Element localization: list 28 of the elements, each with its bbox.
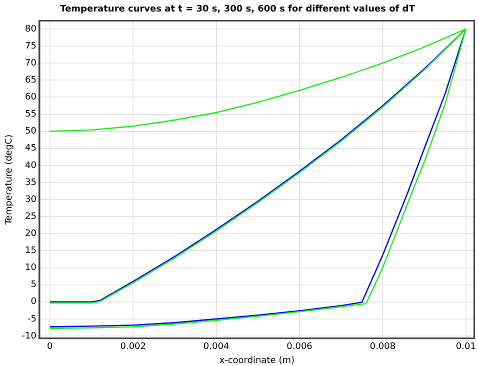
y-tick-label: 50 xyxy=(25,126,37,137)
x-tick-label: 0 xyxy=(47,342,54,352)
y-tick-label: 65 xyxy=(25,76,36,86)
x-tick-label: 0.006 xyxy=(286,342,313,352)
y-tick-label: 45 xyxy=(25,144,36,154)
y-tick-label: 15 xyxy=(25,246,36,256)
y-tick-label: 25 xyxy=(25,212,36,222)
y-tick-label: 40 xyxy=(25,160,37,171)
chart-title: Temperature curves at t = 30 s, 300 s, 600 s for different values of dT xyxy=(60,4,416,15)
y-axis-title: Temperature (degC) xyxy=(4,134,15,226)
y-tick-label: -5 xyxy=(28,314,36,324)
y-tick-label: 5 xyxy=(30,280,36,290)
x-tick-label: 0.008 xyxy=(370,342,396,352)
y-tick-label: -10 xyxy=(22,331,37,342)
x-axis-title: x-coordinate (m) xyxy=(219,356,294,366)
y-tick-label: 75 xyxy=(25,41,36,52)
x-tick-label: 0.004 xyxy=(203,342,230,352)
y-tick-label: 80 xyxy=(25,24,37,34)
y-tick-label: 30 xyxy=(25,194,37,205)
x-tick-label: 0.002 xyxy=(120,342,146,352)
y-tick-label: 20 xyxy=(25,229,37,240)
y-tick-label: 10 xyxy=(25,263,37,274)
y-tick-label: 0 xyxy=(30,297,37,308)
y-tick-label: 35 xyxy=(25,178,36,188)
x-tick-label: 0.01 xyxy=(456,342,476,352)
y-tick-label: 55 xyxy=(25,110,36,120)
y-tick-label: 70 xyxy=(25,58,37,68)
y-tick-label: 60 xyxy=(25,92,37,103)
